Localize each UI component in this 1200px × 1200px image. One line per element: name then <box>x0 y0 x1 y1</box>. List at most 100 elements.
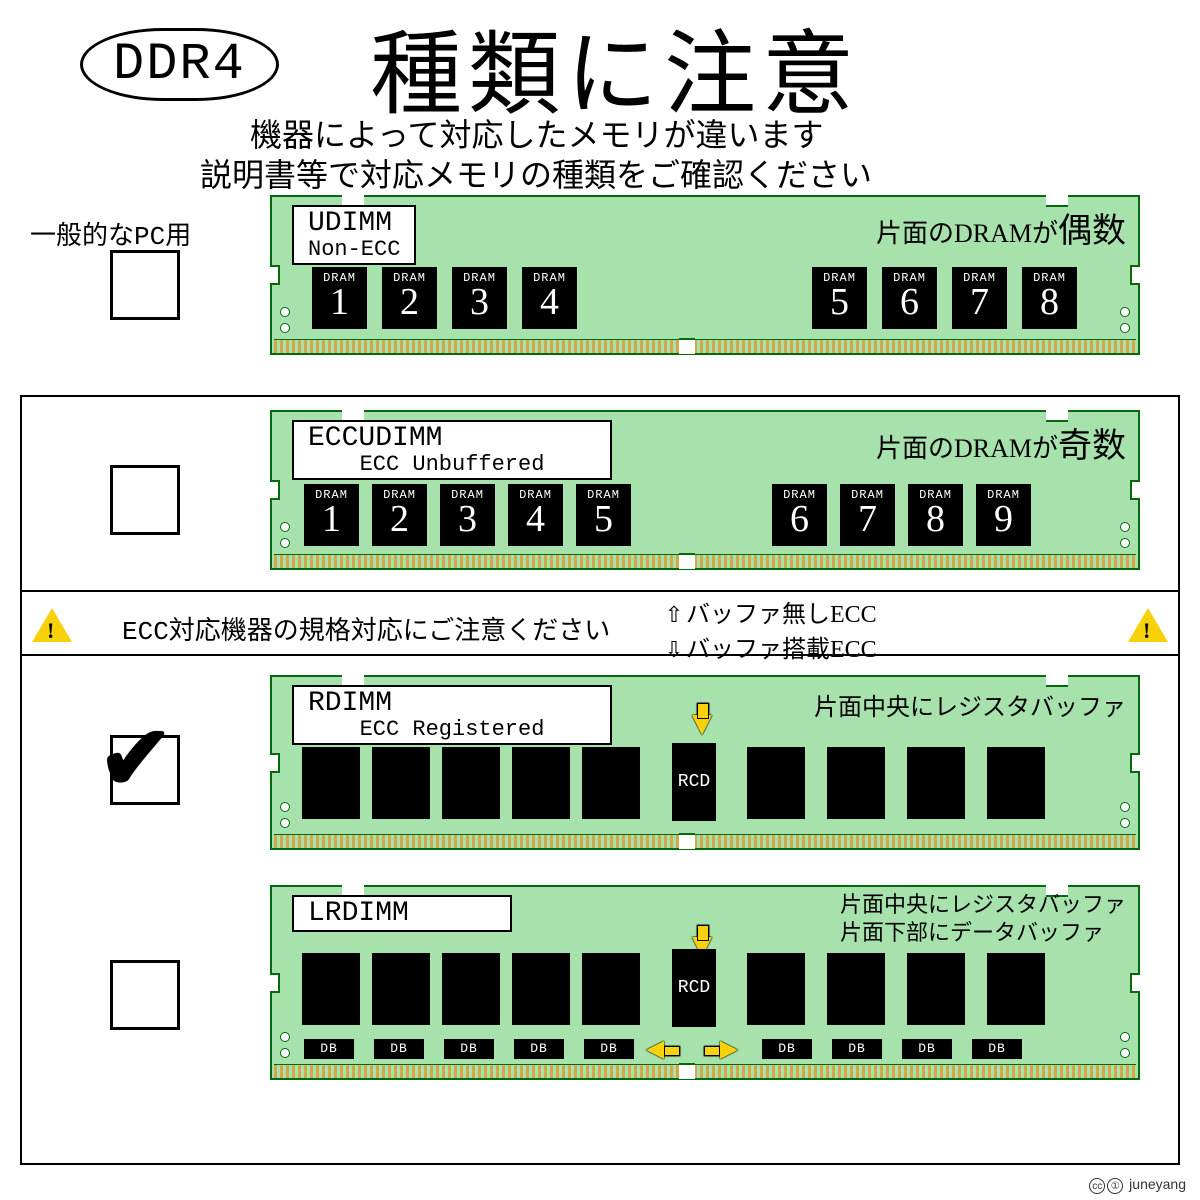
chip-num: 1 <box>330 281 349 323</box>
module-name-label: ECCUDIMM ECC Unbuffered <box>292 420 612 480</box>
rcd-chip: RCD <box>672 949 716 1027</box>
dram-chip-plain <box>582 747 640 819</box>
chip-num: 8 <box>926 498 945 540</box>
buffer-up-label: バッファ無しECC <box>686 602 877 628</box>
rcd-chip: RCD <box>672 743 716 821</box>
row-lrdimm: LRDIMM 片面中央にレジスタバッファ 片面下部にデータバッファ RCD DB… <box>20 885 1180 1095</box>
chip-num: 2 <box>400 281 419 323</box>
dram-chip: DRAM3 <box>440 484 495 546</box>
dram-chip-plain <box>302 953 360 1025</box>
dram-chip-plain <box>302 747 360 819</box>
row-rdimm: ✔ RDIMM ECC Registered 片面中央にレジスタバッファ RCD <box>20 675 1180 865</box>
buffer-down-label: バッファ搭載ECC <box>686 637 877 663</box>
credit: cc① juneyang <box>1089 1176 1186 1194</box>
dram-chip: DRAM7 <box>840 484 895 546</box>
module-subtype: ECC Registered <box>308 718 596 741</box>
module-name-label: RDIMM ECC Registered <box>292 685 612 745</box>
module-note: 片面のDRAMが奇数 <box>876 418 1126 467</box>
dram-chip: DRAM1 <box>312 267 367 329</box>
arrow-up-icon: ⇧ <box>662 602 686 628</box>
db-chip: DB <box>374 1039 424 1059</box>
chip-num: 3 <box>458 498 477 540</box>
chip-num: 3 <box>470 281 489 323</box>
chip-num: 9 <box>994 498 1013 540</box>
dram-chip-plain <box>372 953 430 1025</box>
dram-chip: DRAM6 <box>772 484 827 546</box>
checkbox-udimm[interactable] <box>110 250 180 320</box>
ddr4-pill: DDR4 <box>80 28 279 101</box>
chip-num: 2 <box>390 498 409 540</box>
dram-chip-plain <box>512 747 570 819</box>
dram-chip: DRAM8 <box>908 484 963 546</box>
checkbox-rdimm[interactable] <box>110 735 180 805</box>
chip-num: 7 <box>858 498 877 540</box>
module-name: RDIMM <box>308 688 392 719</box>
dram-chip: DRAM6 <box>882 267 937 329</box>
dram-chip-plain <box>907 747 965 819</box>
note-line-1: 片面中央にレジスタバッファ <box>840 891 1126 919</box>
dram-chip-plain <box>907 953 965 1025</box>
dram-chip: DRAM4 <box>508 484 563 546</box>
chip-num: 7 <box>970 281 989 323</box>
credit-name: juneyang <box>1129 1176 1186 1192</box>
chip-num: 1 <box>322 498 341 540</box>
dram-chip-plain <box>747 953 805 1025</box>
module-note: 片面中央にレジスタバッファ <box>814 687 1126 722</box>
module-note: 片面中央にレジスタバッファ 片面下部にデータバッファ <box>840 891 1126 946</box>
dram-chip: DRAM4 <box>522 267 577 329</box>
warning-icon <box>1128 608 1168 642</box>
module-name-label: LRDIMM <box>292 895 512 932</box>
dram-chip-plain <box>442 953 500 1025</box>
checkbox-lrdimm[interactable] <box>110 960 180 1030</box>
by-icon: ① <box>1107 1178 1123 1194</box>
dram-chip-plain <box>827 953 885 1025</box>
db-chip: DB <box>762 1039 812 1059</box>
module-rdimm: RDIMM ECC Registered 片面中央にレジスタバッファ RCD <box>270 675 1140 850</box>
dram-chip-plain <box>747 747 805 819</box>
module-subtype: Non-ECC <box>308 238 400 261</box>
module-lrdimm: LRDIMM 片面中央にレジスタバッファ 片面下部にデータバッファ RCD DB… <box>270 885 1140 1080</box>
chip-num: 8 <box>1040 281 1059 323</box>
module-name: UDIMM <box>308 208 392 239</box>
subtitle-2: 説明書等で対応メモリの種類をご確認ください <box>200 150 872 196</box>
arrow-right-icon <box>720 1041 738 1059</box>
db-chip: DB <box>902 1039 952 1059</box>
chip-num: 6 <box>790 498 809 540</box>
dram-chip: DRAM1 <box>304 484 359 546</box>
dram-chip-plain <box>987 747 1045 819</box>
db-chip: DB <box>832 1039 882 1059</box>
db-chip: DB <box>304 1039 354 1059</box>
dram-chip: DRAM3 <box>452 267 507 329</box>
module-name: ECCUDIMM <box>308 423 442 454</box>
arrow-left-icon <box>646 1041 664 1059</box>
module-name: LRDIMM <box>308 898 409 929</box>
arrow-down-icon <box>692 715 712 735</box>
module-udimm: UDIMM Non-ECC 片面のDRAMが偶数 DRAM1 DRAM2 DRA… <box>270 195 1140 355</box>
checkbox-eccudimm[interactable] <box>110 465 180 535</box>
chip-num: 4 <box>540 281 559 323</box>
module-name-label: UDIMM Non-ECC <box>292 205 416 265</box>
dram-chip: DRAM2 <box>372 484 427 546</box>
note-prefix: 片面のDRAMが <box>876 219 1058 248</box>
row-label-pc: 一般的なPC用 <box>30 215 191 252</box>
dram-chip-plain <box>582 953 640 1025</box>
page: DDR4 種類に注意 機器によって対応したメモリが違います 説明書等で対応メモリ… <box>0 0 1200 1200</box>
buffer-arrows: ⇧バッファ無しECC ⇩バッファ搭載ECC <box>662 594 877 664</box>
dram-chip: DRAM9 <box>976 484 1031 546</box>
row-eccudimm: ECCUDIMM ECC Unbuffered 片面のDRAMが奇数 DRAM1… <box>20 410 1180 590</box>
dram-chip: DRAM5 <box>812 267 867 329</box>
chip-num: 5 <box>830 281 849 323</box>
dram-chip: DRAM5 <box>576 484 631 546</box>
dram-chip-plain <box>372 747 430 819</box>
row-udimm: 一般的なPC用 UDIMM Non-ECC 片面のDRAMが偶数 DRAM1 D… <box>20 195 1180 380</box>
cc-icon: cc <box>1089 1178 1105 1194</box>
module-eccudimm: ECCUDIMM ECC Unbuffered 片面のDRAMが奇数 DRAM1… <box>270 410 1140 570</box>
db-chip: DB <box>584 1039 634 1059</box>
arrow-down-icon: ⇩ <box>662 637 686 663</box>
warning-icon <box>32 608 72 642</box>
chip-num: 5 <box>594 498 613 540</box>
dram-chip-plain <box>442 747 500 819</box>
module-subtype: ECC Unbuffered <box>308 453 596 476</box>
note-em: 奇数 <box>1058 428 1126 465</box>
warning-band: ECC対応機器の規格対応にご注意ください ⇧バッファ無しECC ⇩バッファ搭載E… <box>22 590 1178 656</box>
